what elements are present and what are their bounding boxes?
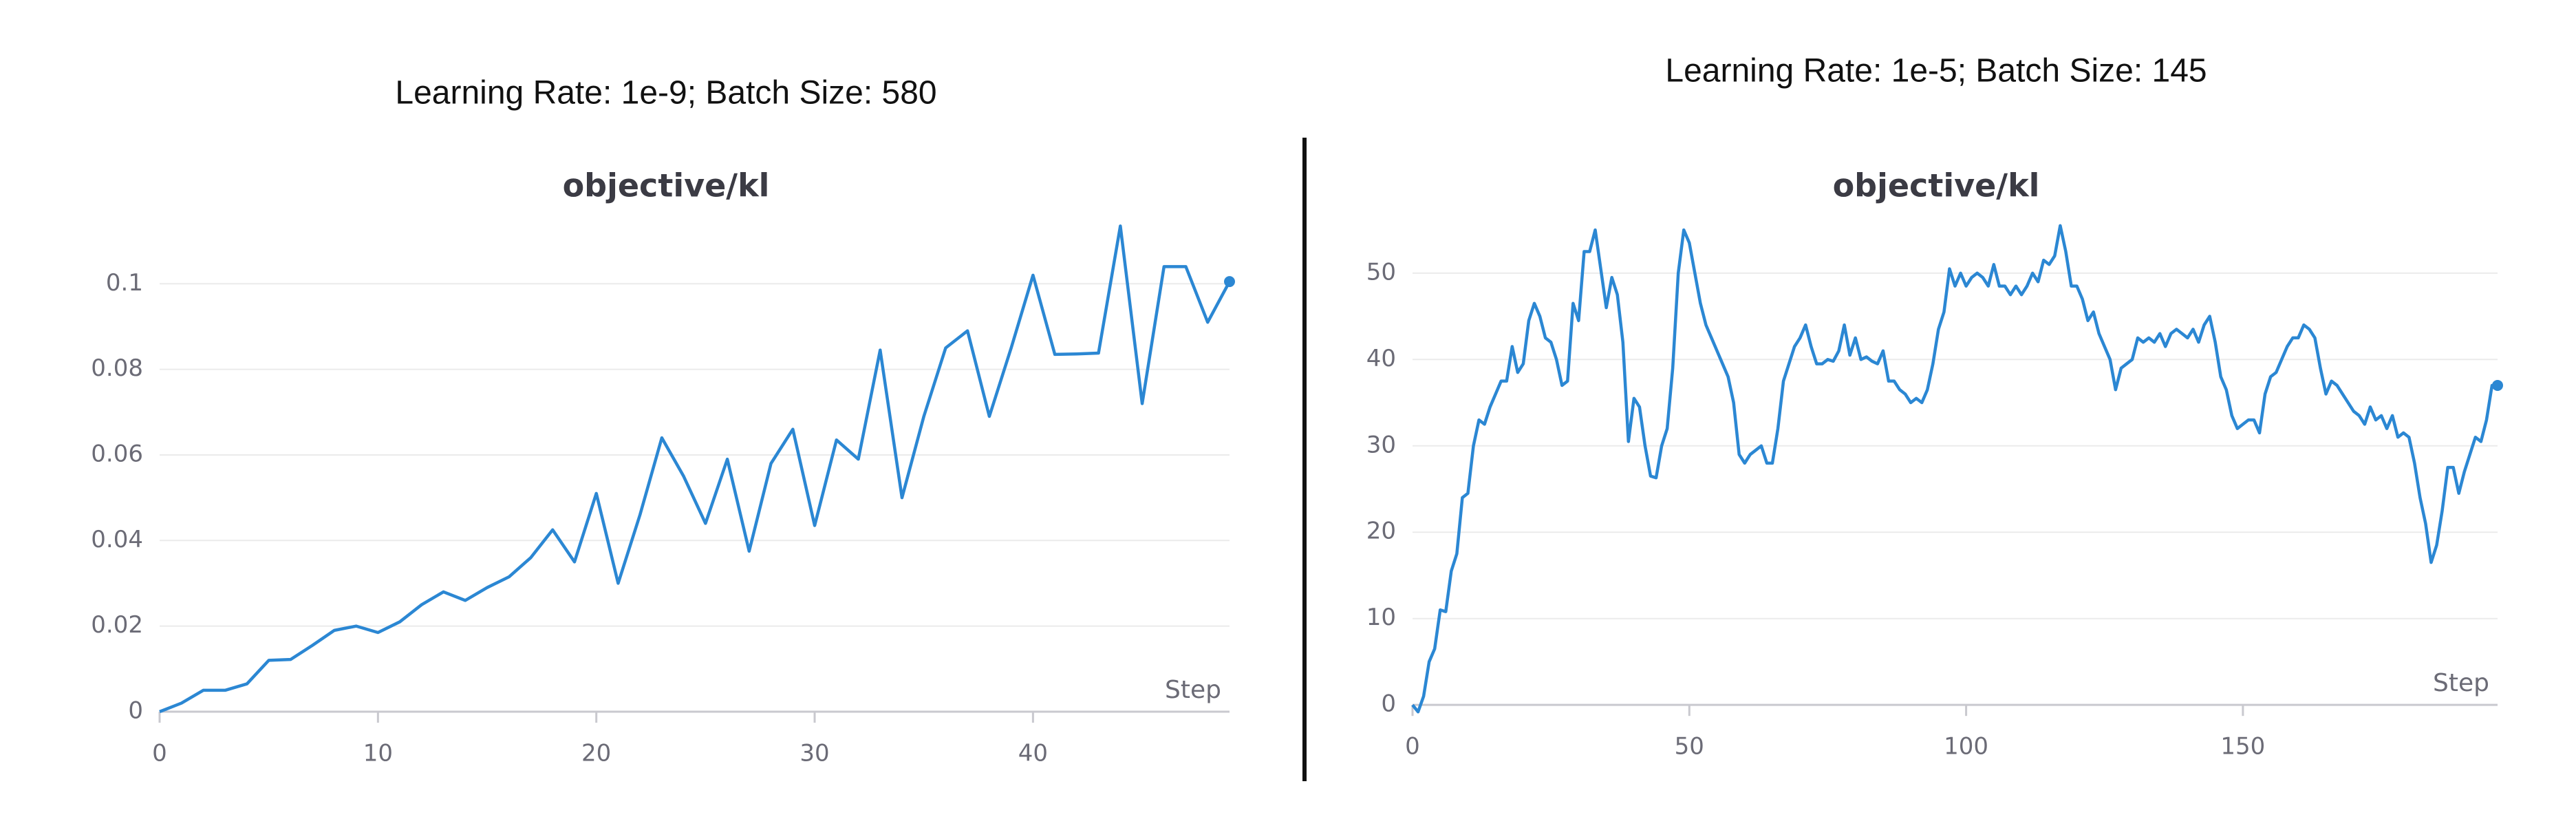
y-tick-label: 0.08 bbox=[91, 354, 143, 382]
last-point bbox=[2492, 379, 2503, 391]
y-tick-label: 20 bbox=[1366, 518, 1396, 545]
x-tick-label: 10 bbox=[363, 740, 393, 767]
line-series bbox=[1411, 224, 2498, 714]
x-tick-label: 50 bbox=[1675, 733, 1704, 761]
y-tick-label: 10 bbox=[1366, 604, 1396, 631]
x-tick-label: 40 bbox=[1018, 740, 1048, 767]
y-tick-label: 0.06 bbox=[91, 440, 143, 467]
y-tick-label: 50 bbox=[1366, 258, 1396, 286]
x-tick-label: 30 bbox=[799, 740, 829, 767]
x-tick-label: 0 bbox=[152, 740, 167, 767]
y-tick-label: 0 bbox=[128, 697, 143, 725]
y-tick-label: 40 bbox=[1366, 345, 1396, 372]
line-series bbox=[159, 224, 1231, 714]
chart-title: objective/kl bbox=[563, 167, 770, 204]
chart-title: objective/kl bbox=[1833, 167, 2040, 204]
x-tick-label: 0 bbox=[1405, 733, 1420, 761]
y-tick-label: 0.02 bbox=[91, 611, 143, 639]
x-axis-label: Step bbox=[2433, 669, 2489, 697]
y-tick-label: 0 bbox=[1381, 690, 1396, 718]
x-tick-label: 150 bbox=[2220, 733, 2265, 761]
x-tick-label: 20 bbox=[581, 740, 611, 767]
chart-header: Learning Rate: 1e-5; Batch Size: 145 bbox=[1665, 53, 2207, 89]
chart-header: Learning Rate: 1e-9; Batch Size: 580 bbox=[395, 75, 936, 112]
last-point bbox=[1224, 276, 1235, 288]
y-tick-label: 0.04 bbox=[91, 526, 143, 553]
y-tick-label: 30 bbox=[1366, 431, 1396, 458]
y-tick-label: 0.1 bbox=[106, 269, 143, 297]
x-axis-label: Step bbox=[1165, 676, 1221, 704]
x-tick-label: 100 bbox=[1944, 733, 1988, 761]
